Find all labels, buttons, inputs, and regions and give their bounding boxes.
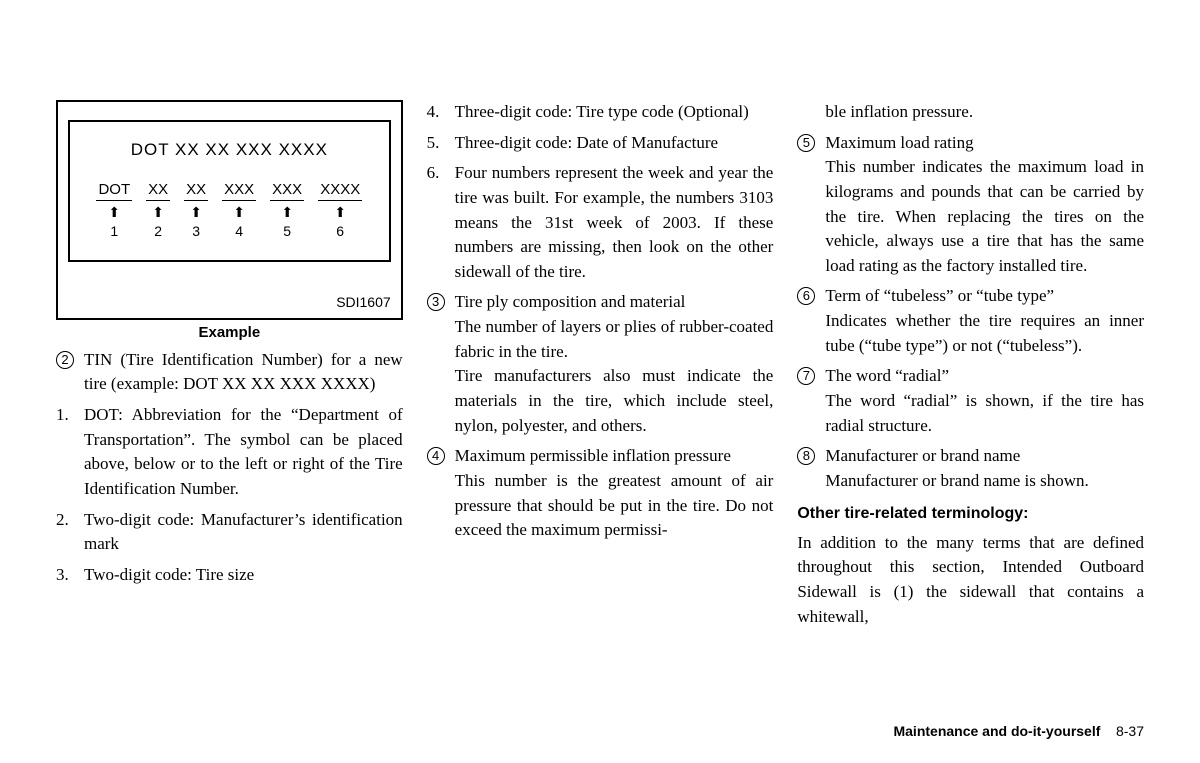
list-item: 4. Three-digit code: Tire type code (Opt… — [427, 100, 774, 125]
item-marker: 3. — [56, 563, 84, 588]
item-text: The word “radial” is shown, if the tire … — [825, 389, 1144, 438]
up-arrow-icon: ⬆ — [190, 205, 202, 219]
item-text: Three-digit code: Tire type code (Option… — [455, 100, 774, 125]
example-label: Example — [56, 322, 403, 344]
list-item: 6 Term of “tubeless” or “tube type” Indi… — [797, 284, 1144, 358]
list-item: 5 Maximum load rating This number indica… — [797, 131, 1144, 279]
item-text: Four numbers represent the week and year… — [455, 161, 774, 284]
page-content: DOT XX XX XXX XXXX DOT⬆1 XX⬆2 XX⬆3 XXX⬆4… — [0, 0, 1200, 655]
column-3: ble inflation pressure. 5 Maximum load r… — [797, 100, 1144, 635]
item-marker: 5. — [427, 131, 455, 156]
item-marker: 6. — [427, 161, 455, 284]
list-item: 5. Three-digit code: Date of Manufacture — [427, 131, 774, 156]
up-arrow-icon: ⬆ — [334, 205, 346, 219]
footer-section: Maintenance and do-it-yourself — [893, 723, 1100, 739]
item-title: Maximum permissible inflation pressure — [455, 444, 774, 469]
column-2: 4. Three-digit code: Tire type code (Opt… — [427, 100, 774, 635]
list-item: 3. Two-digit code: Tire size — [56, 563, 403, 588]
item-text: This number is the greatest amount of ai… — [455, 469, 774, 543]
diagram-code: SDI1607 — [68, 292, 391, 312]
segment: XXXX⬆6 — [318, 179, 362, 242]
section-heading: Other tire-related terminology: — [797, 502, 1144, 525]
diagram-inner: DOT XX XX XXX XXXX DOT⬆1 XX⬆2 XX⬆3 XXX⬆4… — [68, 120, 391, 262]
up-arrow-icon: ⬆ — [233, 205, 245, 219]
item-text: Two-digit code: Tire size — [84, 563, 403, 588]
item-title: Maximum load rating — [825, 131, 1144, 156]
circled-number-icon: 7 — [797, 367, 815, 385]
circled-number-icon: 8 — [797, 447, 815, 465]
item-text: Indicates whether the tire requires an i… — [825, 309, 1144, 358]
circled-number-icon: 3 — [427, 293, 445, 311]
item-text: This number indicates the maximum load i… — [825, 155, 1144, 278]
up-arrow-icon: ⬆ — [108, 205, 120, 219]
item-text: DOT: Abbreviation for the “Department of… — [84, 403, 403, 502]
item-text: Manufacturer or brand name is shown. — [825, 469, 1144, 494]
item-text: Three-digit code: Date of Manufacture — [455, 131, 774, 156]
list-item: 2 TIN (Tire Identification Number) for a… — [56, 348, 403, 397]
dot-code-line: DOT XX XX XXX XXXX — [82, 138, 377, 163]
item-text: TIN (Tire Identification Number) for a n… — [84, 348, 403, 397]
list-item: 3 Tire ply composition and material The … — [427, 290, 774, 438]
paragraph: In addition to the many terms that are d… — [797, 531, 1144, 630]
circled-number-icon: 6 — [797, 287, 815, 305]
list-item: 1. DOT: Abbreviation for the “Department… — [56, 403, 403, 502]
item-marker: 2. — [56, 508, 84, 557]
item-text: Tire manufacturers also must indicate th… — [455, 364, 774, 438]
item-title: The word “radial” — [825, 364, 1144, 389]
footer-page-number: 8-37 — [1116, 723, 1144, 739]
item-title: Manufacturer or brand name — [825, 444, 1144, 469]
item-text: ble inflation pressure. — [825, 100, 1144, 125]
segment: XXX⬆5 — [270, 179, 304, 242]
circled-number-icon: 5 — [797, 134, 815, 152]
page-footer: Maintenance and do-it-yourself 8-37 — [893, 723, 1144, 739]
segment: DOT⬆1 — [96, 179, 132, 242]
segment: XX⬆3 — [184, 179, 208, 242]
list-item: 8 Manufacturer or brand name Manufacture… — [797, 444, 1144, 493]
up-arrow-icon: ⬆ — [281, 205, 293, 219]
diagram-box: DOT XX XX XXX XXXX DOT⬆1 XX⬆2 XX⬆3 XXX⬆4… — [56, 100, 403, 320]
segment: XX⬆2 — [146, 179, 170, 242]
list-item: 2. Two-digit code: Manufacturer’s identi… — [56, 508, 403, 557]
column-1: DOT XX XX XXX XXXX DOT⬆1 XX⬆2 XX⬆3 XXX⬆4… — [56, 100, 403, 635]
list-item: 6. Four numbers represent the week and y… — [427, 161, 774, 284]
up-arrow-icon: ⬆ — [152, 205, 164, 219]
list-item: 7 The word “radial” The word “radial” is… — [797, 364, 1144, 438]
diagram-segments: DOT⬆1 XX⬆2 XX⬆3 XXX⬆4 XXX⬆5 XXXX⬆6 — [82, 179, 377, 242]
circled-number-icon: 2 — [56, 351, 74, 369]
item-marker: 1. — [56, 403, 84, 502]
list-item: ble inflation pressure. — [797, 100, 1144, 125]
item-marker: 4. — [427, 100, 455, 125]
circled-number-icon: 4 — [427, 447, 445, 465]
list-item: 4 Maximum permissible inflation pressure… — [427, 444, 774, 543]
item-title: Term of “tubeless” or “tube type” — [825, 284, 1144, 309]
segment: XXX⬆4 — [222, 179, 256, 242]
item-text: Two-digit code: Manufacturer’s identific… — [84, 508, 403, 557]
item-title: Tire ply composition and material — [455, 290, 774, 315]
item-text: The number of layers or plies of rubber-… — [455, 315, 774, 364]
